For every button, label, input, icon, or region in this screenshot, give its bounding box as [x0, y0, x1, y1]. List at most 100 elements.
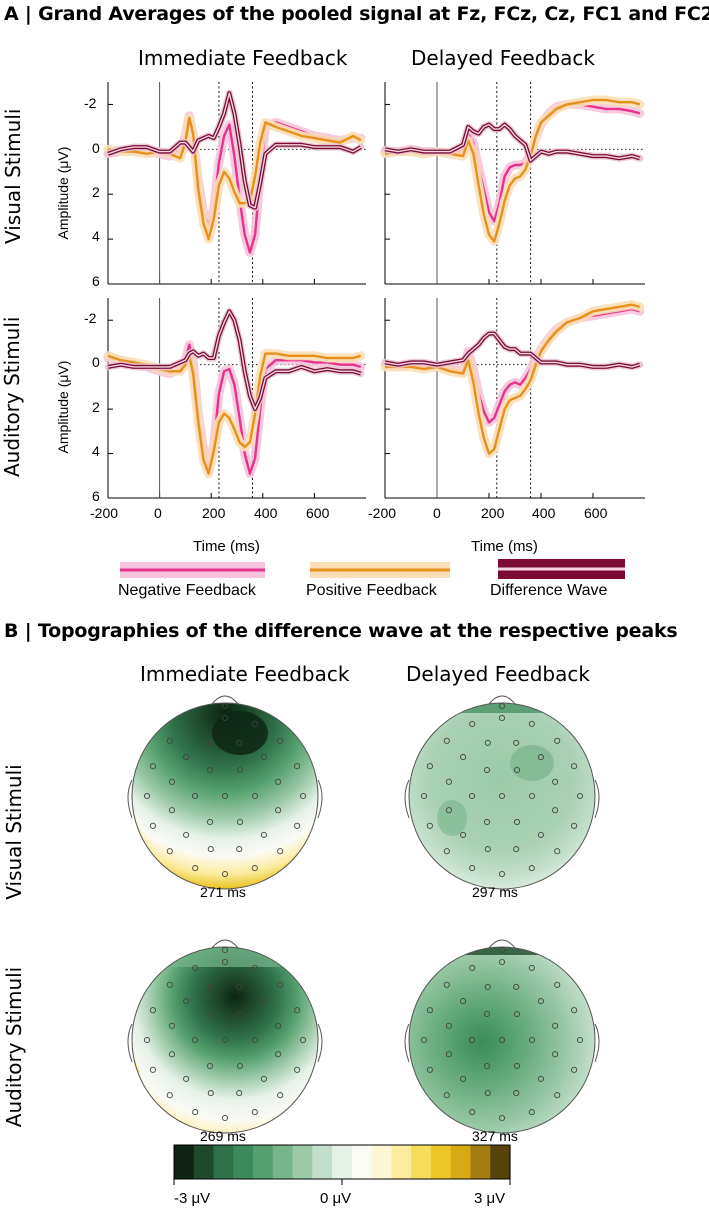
- x-tick: -200: [90, 505, 119, 521]
- electrode: [513, 983, 520, 990]
- y-tick: 6: [92, 273, 100, 289]
- electrode: [420, 1036, 428, 1044]
- legend-swatch-positive: [310, 562, 450, 578]
- electrode: [483, 1010, 491, 1018]
- electrode: [221, 714, 229, 722]
- colorbar-label-max: 3 μV: [474, 1190, 506, 1207]
- electrode: [149, 1066, 156, 1073]
- electrode: [236, 1062, 244, 1070]
- panel-b-title: B | Topographies of the difference wave …: [4, 620, 678, 642]
- electrode: [554, 981, 561, 988]
- electrode: [168, 778, 175, 785]
- positive-feedback-line: [385, 303, 641, 455]
- topo-col-title-immediate: Immediate Feedback: [140, 662, 350, 686]
- electrode: [183, 998, 190, 1005]
- electrode: [552, 1022, 559, 1029]
- peak-label-immediate-auditory: 269 ms: [200, 1128, 246, 1144]
- electrode: [528, 792, 536, 800]
- col-title-delayed: Delayed Feedback: [411, 46, 595, 70]
- electrode: [236, 818, 244, 826]
- electrode: [483, 818, 491, 826]
- difference-wave-line-highlight: [107, 92, 362, 209]
- y-tick: 0: [92, 354, 100, 370]
- chart-delayed-auditory: [380, 298, 645, 499]
- chart-delayed-visual: [380, 82, 645, 285]
- electrode: [207, 739, 214, 746]
- electrode: [498, 792, 506, 800]
- electrode: [299, 1036, 307, 1044]
- x-tick: 400: [254, 505, 278, 521]
- electrode: [528, 1109, 535, 1116]
- electrode: [484, 1090, 491, 1097]
- electrode: [166, 848, 173, 855]
- colorbar-segment: [253, 1145, 274, 1179]
- difference-wave-line-highlight: [384, 332, 640, 368]
- chart-immediate-visual: [103, 82, 366, 285]
- electrode: [294, 1066, 301, 1073]
- electrode: [206, 766, 214, 774]
- x-tick: 600: [584, 505, 608, 521]
- electrode: [498, 870, 506, 878]
- electrode: [277, 848, 284, 855]
- x-tick: 400: [532, 505, 556, 521]
- electrode: [294, 822, 301, 829]
- electrode: [149, 822, 156, 829]
- x-tick: 0: [433, 505, 441, 521]
- colorbar-label-zero: 0 μV: [320, 1190, 352, 1207]
- electrode: [207, 1090, 214, 1097]
- colorbar-segment: [174, 1145, 195, 1179]
- electrode: [251, 1036, 259, 1044]
- electrode: [513, 1062, 521, 1070]
- electrode: [166, 737, 173, 744]
- electrode: [277, 737, 284, 744]
- electrode: [236, 846, 243, 853]
- electrode: [460, 831, 467, 838]
- electrode: [168, 1051, 175, 1058]
- electrode: [554, 848, 561, 855]
- electrode: [221, 958, 229, 966]
- electrode: [260, 831, 267, 838]
- electrode: [191, 1036, 199, 1044]
- electrode: [149, 1007, 156, 1014]
- y-tick: 6: [92, 488, 100, 504]
- electrode: [260, 1075, 267, 1082]
- peak-label-immediate-visual: 271 ms: [200, 884, 246, 900]
- electrode: [460, 998, 467, 1005]
- chart-immediate-auditory: [103, 298, 366, 499]
- electrode: [277, 981, 284, 988]
- colorbar-segment: [470, 1145, 491, 1179]
- electrode: [469, 720, 476, 727]
- electrode: [192, 1109, 199, 1116]
- electrode: [513, 766, 521, 774]
- electrode: [498, 702, 506, 710]
- topomap-delayed-visual: [404, 695, 600, 890]
- electrode: [420, 792, 428, 800]
- topo-row-label-auditory: Auditory Stimuli: [2, 966, 26, 1128]
- legend-swatch-difference: [498, 559, 625, 579]
- y-axis-label-auditory: Amplitude (μV): [55, 360, 71, 454]
- y-tick: 4: [92, 443, 100, 459]
- electrode: [206, 1010, 214, 1018]
- electrode: [221, 1036, 229, 1044]
- x-tick: 200: [481, 505, 505, 521]
- colorbar-segment: [450, 1145, 472, 1179]
- electrode: [192, 964, 199, 971]
- x-tick: 0: [154, 505, 162, 521]
- row-label-auditory: Auditory Stimuli: [0, 316, 24, 477]
- colorbar-segment: [430, 1145, 452, 1179]
- colorbar: [173, 1144, 511, 1185]
- electrode: [192, 720, 199, 727]
- colorbar-segment: [391, 1145, 412, 1179]
- electrode: [498, 1114, 506, 1122]
- row-label-visual: Visual Stimuli: [1, 108, 25, 244]
- y-tick: 0: [92, 140, 100, 156]
- electrode: [236, 983, 243, 990]
- colorbar-segment: [351, 1145, 373, 1179]
- electrode: [552, 778, 559, 785]
- electrode: [143, 1036, 151, 1044]
- electrode: [236, 739, 243, 746]
- electrode: [498, 1036, 506, 1044]
- panel-a-title: A | Grand Averages of the pooled signal …: [4, 3, 709, 25]
- electrode: [251, 865, 258, 872]
- electrode: [469, 964, 476, 971]
